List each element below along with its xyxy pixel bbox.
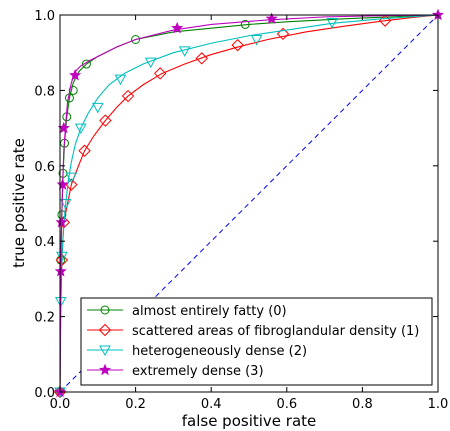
data-point: [131, 35, 141, 45]
chance-diagonal-line: [59, 14, 439, 393]
y-tick-label: 0.8: [34, 84, 55, 99]
data-point: [326, 18, 339, 29]
data-point: [74, 123, 87, 135]
data-point: [56, 178, 69, 190]
x-tick-label: 0.6: [276, 397, 297, 412]
data-point: [81, 59, 91, 69]
data-point: [195, 52, 208, 65]
data-point: [55, 216, 68, 228]
data-point: [231, 38, 244, 52]
data-point: [121, 89, 135, 103]
data-point: [54, 265, 67, 277]
legend-entry: heterogeneously dense (2): [87, 344, 307, 359]
legend-label: almost entirely fatty (0): [132, 304, 287, 319]
data-point: [65, 172, 78, 184]
data-point: [114, 74, 127, 86]
legend-entry: almost entirely fatty (0): [87, 304, 287, 319]
data-point: [250, 35, 263, 46]
series-line: [59, 14, 439, 393]
legend-label: heterogeneously dense (2): [132, 344, 307, 359]
legend-marker: [98, 323, 112, 337]
data-point: [265, 12, 278, 24]
legend-entry: scattered areas of fibroglandular densit…: [87, 323, 419, 339]
legend: almost entirely fatty (0) scattered areas…: [80, 297, 433, 386]
legend-label: scattered areas of fibroglandular densit…: [132, 324, 419, 339]
x-tick-label: 0.8: [352, 397, 373, 412]
y-tick-label: 0.6: [34, 160, 55, 175]
data-point: [153, 67, 167, 80]
y-tick-label: 0.4: [34, 235, 55, 250]
x-tick-label: 0.0: [50, 397, 71, 412]
plot-area: [53, 8, 445, 399]
data-point: [59, 199, 72, 210]
x-tick-label: 0.4: [201, 397, 222, 412]
data-point: [144, 57, 157, 69]
legend-marker: [100, 305, 110, 315]
legend-marker: [98, 363, 112, 376]
x-axis-label: false positive rate: [182, 412, 317, 430]
y-axis-label: true positive rate: [10, 138, 28, 268]
axis-ticks: 0.0 0.2 0.4 0.6 0.8 1.0 0.0 0.2 0.4 0.6 0.8 1.0: [34, 9, 448, 412]
legend-box: [80, 297, 433, 386]
series-line: [59, 14, 439, 393]
y-tick-label: 0.0: [34, 386, 55, 401]
x-tick-label: 0.2: [125, 397, 146, 412]
data-point: [78, 144, 91, 157]
data-point: [68, 85, 78, 95]
data-point: [69, 68, 82, 81]
y-tick-label: 0.2: [34, 311, 55, 326]
data-point: [276, 27, 290, 41]
y-tick-label: 1.0: [34, 9, 55, 24]
data-point: [56, 251, 68, 263]
legend-label: extremely dense (3): [132, 364, 264, 379]
plot-frame: [59, 14, 439, 393]
legend-marker: [99, 345, 111, 357]
data-point: [240, 19, 250, 29]
data-point: [171, 21, 184, 34]
data-point: [178, 46, 191, 57]
legend-entry: extremely dense (3): [87, 363, 264, 379]
data-point: [91, 102, 104, 114]
x-tick-label: 1.0: [428, 397, 449, 412]
data-point: [99, 114, 112, 127]
